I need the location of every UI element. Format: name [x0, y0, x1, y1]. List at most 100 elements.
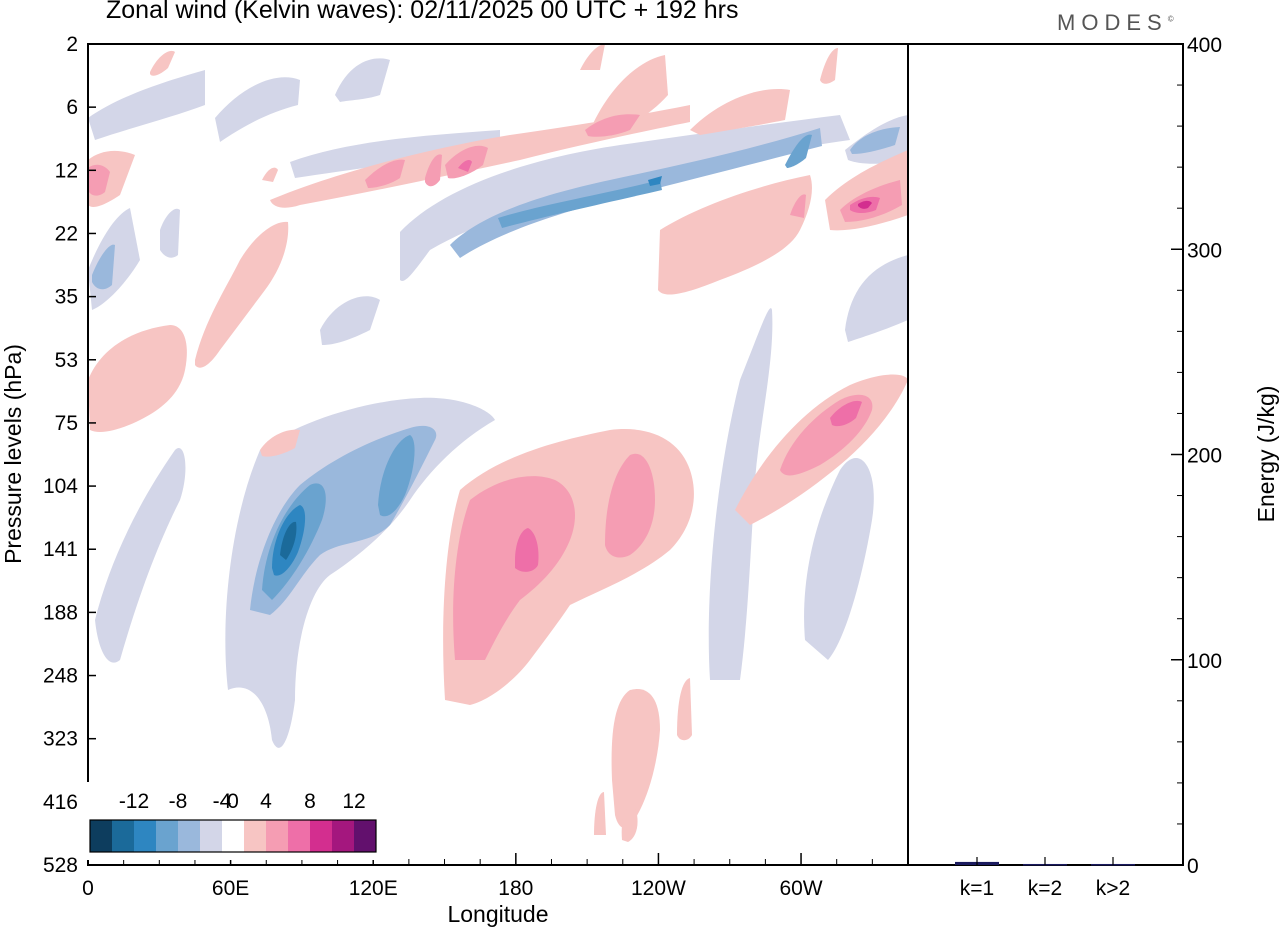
x-tick-label: 180	[498, 877, 533, 900]
y-tick-label: 53	[55, 349, 78, 372]
colorbar-swatch	[222, 820, 244, 852]
contour-field	[88, 44, 908, 842]
field-pos-light-16	[594, 792, 606, 835]
y-tick-label: 75	[55, 412, 78, 435]
colorbar-swatch	[90, 820, 112, 852]
colorbar-swatch	[178, 820, 200, 852]
colorbar-swatch	[354, 820, 376, 852]
field-neg-light-7	[320, 296, 380, 345]
field-pos-strong-4	[458, 160, 472, 172]
colorbar-swatch	[332, 820, 354, 852]
energy-tick-label: 0	[1187, 855, 1199, 878]
x-tick-label: 120E	[349, 877, 398, 900]
energy-category-label: k=2	[1028, 877, 1062, 900]
field-pos-light-6	[658, 175, 812, 295]
field-pos-core	[858, 200, 872, 209]
field-pos-light-5	[88, 325, 187, 432]
chart-title: Zonal wind (Kelvin waves): 02/11/2025 00…	[106, 0, 739, 24]
field-pos-strong-3	[830, 400, 862, 427]
colorbar-label: 8	[304, 790, 316, 813]
x-tick-label: 60E	[212, 877, 249, 900]
field-pos-light-14	[611, 689, 660, 828]
field-neg-light-10	[708, 308, 773, 680]
colorbar-label: -8	[169, 790, 188, 813]
x-axis-title: Longitude	[447, 901, 548, 927]
energy-axis-title: Energy (J/kg)	[1253, 386, 1279, 523]
field-pos-light-18	[260, 429, 300, 457]
field-pos-light-17	[621, 806, 638, 842]
brand-text: MODES	[1057, 10, 1168, 35]
field-pos-light-11	[820, 48, 838, 84]
pressure-axis: 2 6 12 22 35 53 75 104 141 188 248 323 416 528	[43, 33, 96, 877]
field-neg-light-12	[845, 255, 908, 342]
colorbar-label: 12	[342, 790, 365, 813]
field-pos-mid-6	[365, 159, 405, 188]
y-tick-label: 188	[43, 601, 78, 624]
x-tick-label: 0	[82, 877, 94, 900]
field-pos-light-4	[195, 221, 289, 368]
field-neg-light-9	[95, 448, 186, 663]
colorbar-swatch	[134, 820, 156, 852]
y-tick-label: 416	[43, 791, 78, 814]
y-tick-label: 22	[55, 222, 78, 245]
brand-logo: MODES©	[1057, 10, 1174, 36]
field-pos-mid-10	[790, 194, 806, 218]
energy-tick-label: 300	[1187, 239, 1222, 262]
field-pos-mid-2	[605, 453, 655, 558]
longitude-axis: 0 60E 120E 180 120W 60W	[82, 853, 873, 900]
energy-axis: 0 100 200 300 400	[1171, 34, 1222, 878]
field-neg-mid-3	[92, 244, 115, 290]
energy-bars: k=1 k=2 k>2	[955, 857, 1135, 900]
y-tick-label: 104	[43, 475, 78, 498]
energy-frame	[907, 43, 1184, 866]
y-tick-label: 141	[43, 538, 78, 561]
colorbar-swatch	[310, 820, 332, 852]
field-neg-deep-2	[648, 176, 662, 186]
y-tick-label: 323	[43, 728, 78, 751]
field-neg-mid-4	[850, 127, 900, 154]
brand-mark: ©	[1167, 14, 1174, 24]
field-pos-strong-1	[515, 528, 539, 572]
colorbar-label: 0	[227, 790, 239, 813]
field-pos-light-19	[262, 167, 278, 182]
field-pos-mid-7	[425, 154, 442, 187]
field-pos-light-8	[690, 89, 790, 135]
field-neg-light-4	[290, 130, 500, 178]
field-pos-mid-1	[453, 476, 575, 660]
colorbar-label: -12	[119, 790, 149, 813]
field-pos-light-10	[580, 44, 605, 70]
colorbar-swatch	[266, 820, 288, 852]
energy-category-label: k=1	[960, 877, 994, 900]
field-neg-dark-4	[785, 134, 812, 168]
colorbar-swatch	[288, 820, 310, 852]
energy-tick-label: 200	[1187, 445, 1222, 468]
x-tick-label: 120W	[631, 877, 686, 900]
field-pos-light-2	[150, 50, 175, 76]
colorbar-border	[89, 819, 377, 853]
y-tick-label: 6	[66, 96, 78, 119]
field-neg-light-8	[225, 397, 495, 748]
colorbar-swatch	[200, 820, 222, 852]
field-neg-light-11	[804, 458, 874, 660]
field-neg-core	[280, 521, 297, 560]
y-tick-label: 12	[55, 159, 78, 182]
y-tick-label: 2	[66, 33, 78, 56]
y-tick-label: 248	[43, 665, 78, 688]
colorbar-swatch	[244, 820, 266, 852]
y-tick-label: 35	[55, 286, 78, 309]
energy-tick-label: 400	[1187, 34, 1222, 57]
energy-tick-label: 100	[1187, 650, 1222, 673]
colorbar-swatch	[112, 820, 134, 852]
field-pos-mid-9	[585, 114, 640, 137]
energy-category-label: k>2	[1096, 877, 1130, 900]
y-axis-title: Pressure levels (hPa)	[0, 344, 26, 564]
field-pos-mid-5	[88, 164, 110, 196]
field-neg-light-1	[88, 70, 205, 140]
x-tick-label: 60W	[779, 877, 822, 900]
colorbar-label: 4	[260, 790, 272, 813]
field-neg-light-14	[160, 208, 180, 258]
field-neg-dark-3	[498, 180, 662, 228]
field-neg-light-2	[215, 77, 300, 142]
y-tick-label: 528	[43, 854, 78, 877]
